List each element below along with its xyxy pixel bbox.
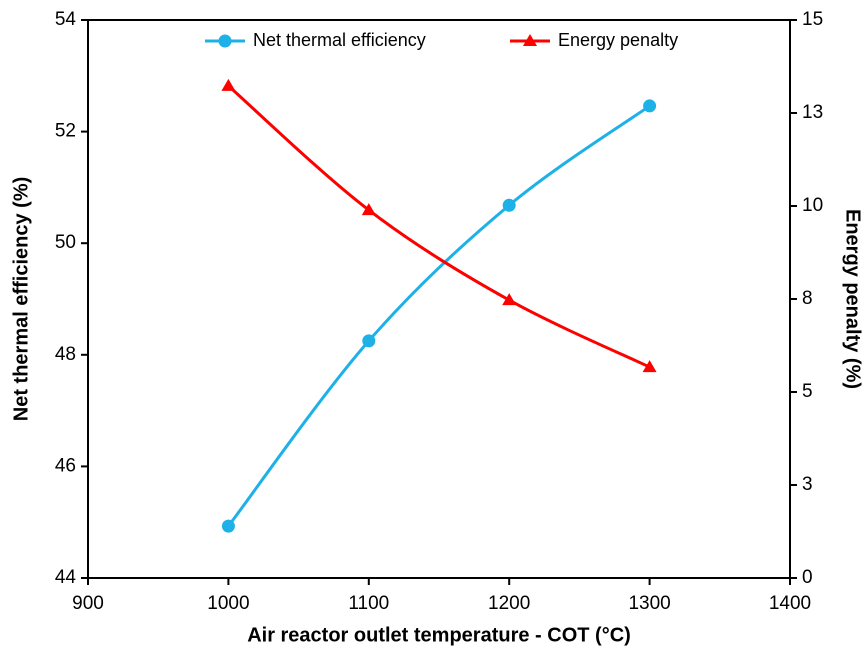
x-tick-label: 1400	[769, 593, 811, 614]
y-tick-label: 44	[55, 567, 77, 588]
circle-marker	[643, 99, 657, 113]
y2-tick-label: 3	[802, 474, 813, 495]
circle-marker	[362, 334, 376, 348]
legend-marker	[218, 34, 232, 48]
y2-tick-label: 5	[802, 381, 813, 402]
y2-tick-label: 15	[802, 9, 823, 30]
x-tick-label: 1200	[488, 593, 530, 614]
y-tick-label: 50	[55, 232, 76, 253]
y-axis-label: Net thermal efficiency (%)	[10, 177, 32, 422]
triangle-marker	[642, 360, 657, 373]
y2-tick-label: 13	[802, 102, 823, 123]
circle-marker	[221, 519, 235, 533]
y2-tick-label: 8	[802, 288, 813, 309]
y-tick-label: 48	[55, 344, 76, 365]
x-tick-label: 900	[72, 593, 104, 614]
legend-marker	[523, 34, 537, 46]
y2-axis-label: Energy penalty (%)	[842, 209, 864, 389]
y2-tick-label: 0	[802, 567, 813, 588]
y-tick-label: 54	[55, 9, 77, 30]
y2-tick-label: 10	[802, 195, 823, 216]
triangle-marker	[361, 203, 376, 216]
x-tick-label: 1000	[207, 593, 249, 614]
y-tick-label: 46	[55, 455, 76, 476]
triangle-marker	[221, 78, 236, 91]
circle-marker	[502, 198, 516, 212]
x-tick-label: 1300	[628, 593, 670, 614]
x-axis-label: Air reactor outlet temperature - COT (°C…	[247, 624, 631, 646]
x-tick-label: 1100	[348, 593, 389, 614]
legend-label: Energy penalty	[558, 30, 678, 50]
series-line	[227, 84, 651, 369]
triangle-marker	[502, 293, 517, 306]
plot-frame	[87, 19, 791, 579]
series-line	[227, 104, 651, 528]
legend-label: Net thermal efficiency	[253, 30, 426, 50]
y-tick-label: 52	[55, 121, 76, 142]
